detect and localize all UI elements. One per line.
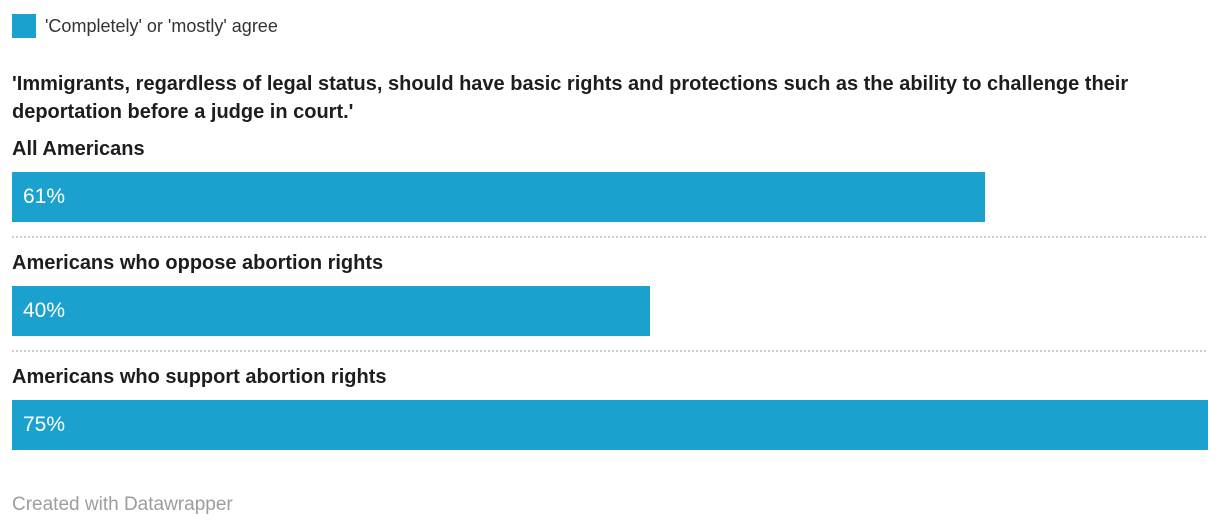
bar-category-label: All Americans: [12, 138, 145, 160]
bar-row: Americans who support abortion rights 75…: [12, 366, 1208, 450]
legend: 'Completely' or 'mostly' agree: [12, 14, 1208, 38]
bar-row: All Americans 61%: [12, 138, 1208, 222]
bar-row: Americans who oppose abortion rights 40%: [12, 252, 1208, 336]
chart-title: 'Immigrants, regardless of legal status,…: [12, 73, 1129, 123]
legend-label: 'Completely' or 'mostly' agree: [45, 16, 278, 36]
row-divider: [12, 236, 1208, 238]
bar-chart: 'Completely' or 'mostly' agree 'Immigran…: [12, 14, 1208, 516]
bar: 75%: [12, 400, 1208, 450]
legend-swatch: [12, 14, 36, 38]
credit-row: Created with Datawrapper: [12, 494, 1208, 516]
bar-category-label: Americans who oppose abortion rights: [12, 252, 384, 274]
bar-value-label: 61%: [23, 185, 66, 208]
bar: 40%: [12, 286, 650, 336]
row-divider: [12, 350, 1208, 352]
bar-category-label: Americans who support abortion rights: [12, 366, 387, 388]
bar-value-label: 40%: [23, 299, 66, 322]
bar-value-label: 75%: [23, 413, 66, 436]
bar: 61%: [12, 172, 985, 222]
datawrapper-credit-link[interactable]: Created with Datawrapper: [12, 494, 233, 515]
